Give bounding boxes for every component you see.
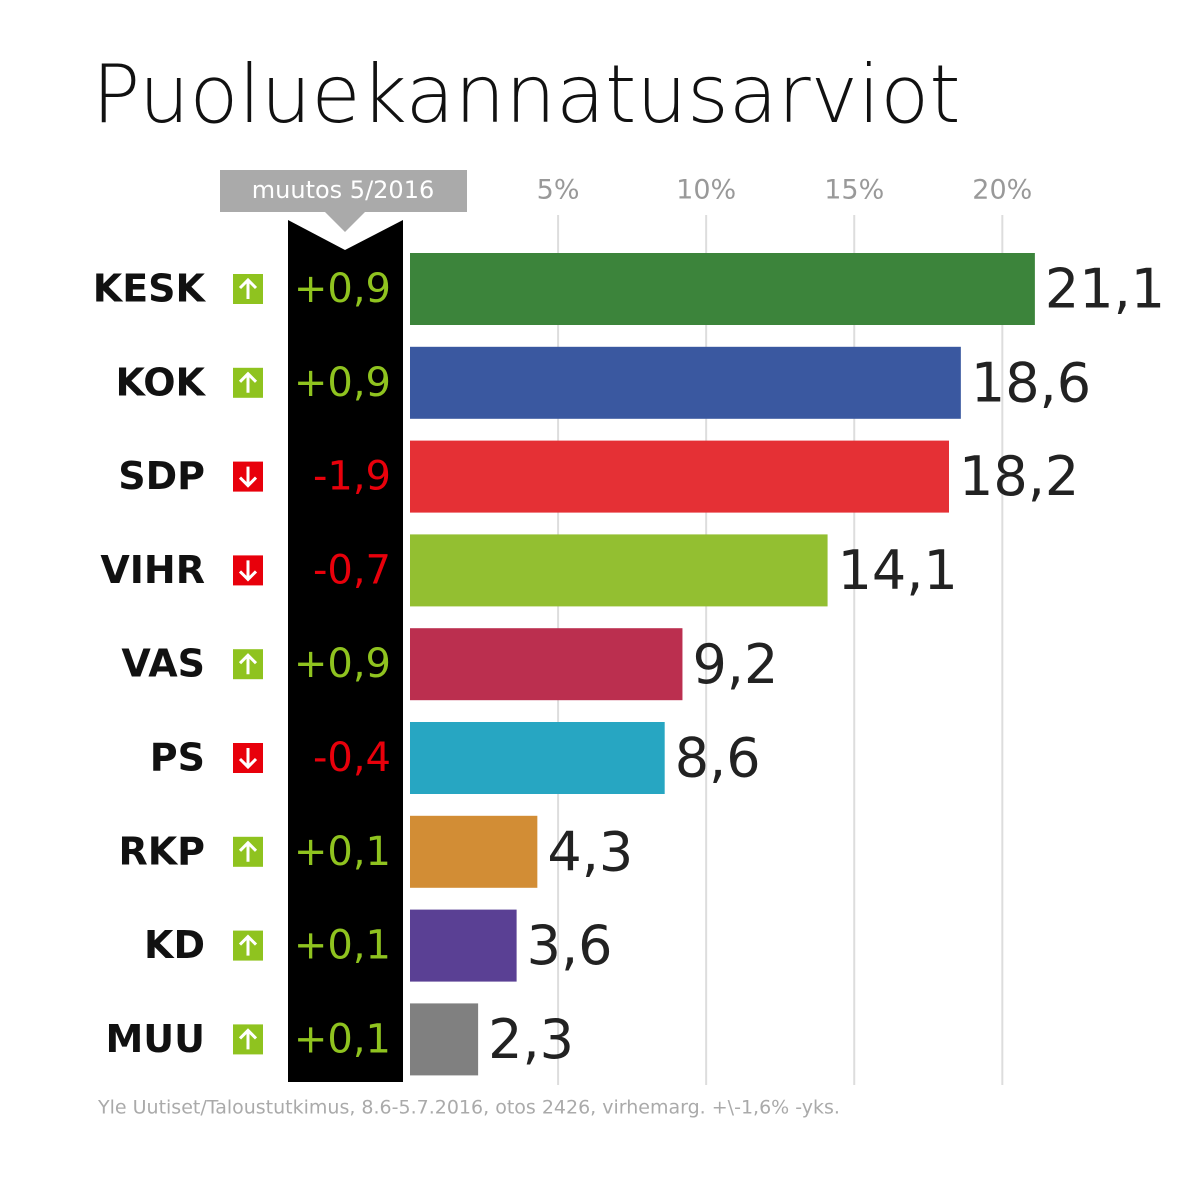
x-tick-label: 5% xyxy=(537,175,580,206)
arrow xyxy=(238,560,258,582)
arrow xyxy=(238,840,258,862)
y-tick-label: KOK xyxy=(116,360,207,404)
y-tick-label: PS xyxy=(150,736,205,780)
change-label: +0,1 xyxy=(294,829,391,875)
change-arrow xyxy=(233,555,263,586)
value-label: 14,1 xyxy=(838,539,958,602)
value-label: 2,3 xyxy=(488,1008,574,1071)
bar xyxy=(410,628,683,701)
bar xyxy=(410,909,517,982)
value-label: 18,2 xyxy=(959,445,1079,508)
change-label: -1,9 xyxy=(313,454,391,500)
x-tick-label: 20% xyxy=(972,175,1032,206)
header-pointer xyxy=(325,212,365,232)
arrow xyxy=(238,277,258,299)
bar xyxy=(410,722,665,794)
value-label: 8,6 xyxy=(675,727,761,790)
change-arrow xyxy=(233,743,263,773)
arrow xyxy=(238,653,258,675)
change-arrow xyxy=(233,930,263,961)
change-label: +0,1 xyxy=(294,923,391,969)
value-label: 4,3 xyxy=(547,820,633,883)
y-tick-label: KESK xyxy=(93,267,207,311)
bar xyxy=(410,440,949,513)
change-label: +0,9 xyxy=(294,266,391,312)
x-tick-label: 10% xyxy=(676,175,736,206)
arrow xyxy=(238,934,258,956)
change-header: muutos 5/2016 xyxy=(252,176,434,204)
y-tick-label: VIHR xyxy=(100,548,205,592)
change-label: +0,1 xyxy=(294,1016,391,1062)
change-arrow xyxy=(233,836,263,867)
notch xyxy=(288,220,403,250)
value-label: 9,2 xyxy=(692,633,778,696)
bar xyxy=(410,815,538,888)
arrow xyxy=(238,466,258,488)
change-header-box xyxy=(220,170,467,212)
change-label: +0,9 xyxy=(294,641,391,687)
change-label: +0,9 xyxy=(294,360,391,406)
y-tick-label: KD xyxy=(144,923,205,967)
change-arrow xyxy=(233,274,263,304)
change-arrow xyxy=(233,649,263,680)
change-label: -0,4 xyxy=(313,735,391,781)
change-arrow xyxy=(233,1024,263,1055)
y-tick-label: RKP xyxy=(118,829,205,873)
source: Yle Uutiset/Taloustutkimus, 8.6-5.7.2016… xyxy=(97,1097,840,1119)
arrow xyxy=(238,1028,258,1050)
y-tick-label: SDP xyxy=(118,454,205,498)
y-tick-label: MUU xyxy=(105,1017,205,1061)
bar xyxy=(410,346,961,419)
change-column xyxy=(288,220,403,1082)
bar xyxy=(410,1003,479,1076)
change-arrow xyxy=(233,367,263,398)
change-label: -0,7 xyxy=(313,547,391,593)
y-tick-label: VAS xyxy=(121,642,205,686)
x-tick-label: 15% xyxy=(824,175,884,206)
value-label: 18,6 xyxy=(971,351,1091,414)
chart-title: Puoluekannatusarviot xyxy=(92,48,961,141)
value-label: 21,1 xyxy=(1045,258,1165,321)
change-arrow xyxy=(233,461,263,492)
bar xyxy=(410,253,1035,325)
arrow xyxy=(238,371,258,393)
arrow xyxy=(238,748,258,770)
value-label: 3,6 xyxy=(527,914,613,977)
bar xyxy=(410,534,828,607)
